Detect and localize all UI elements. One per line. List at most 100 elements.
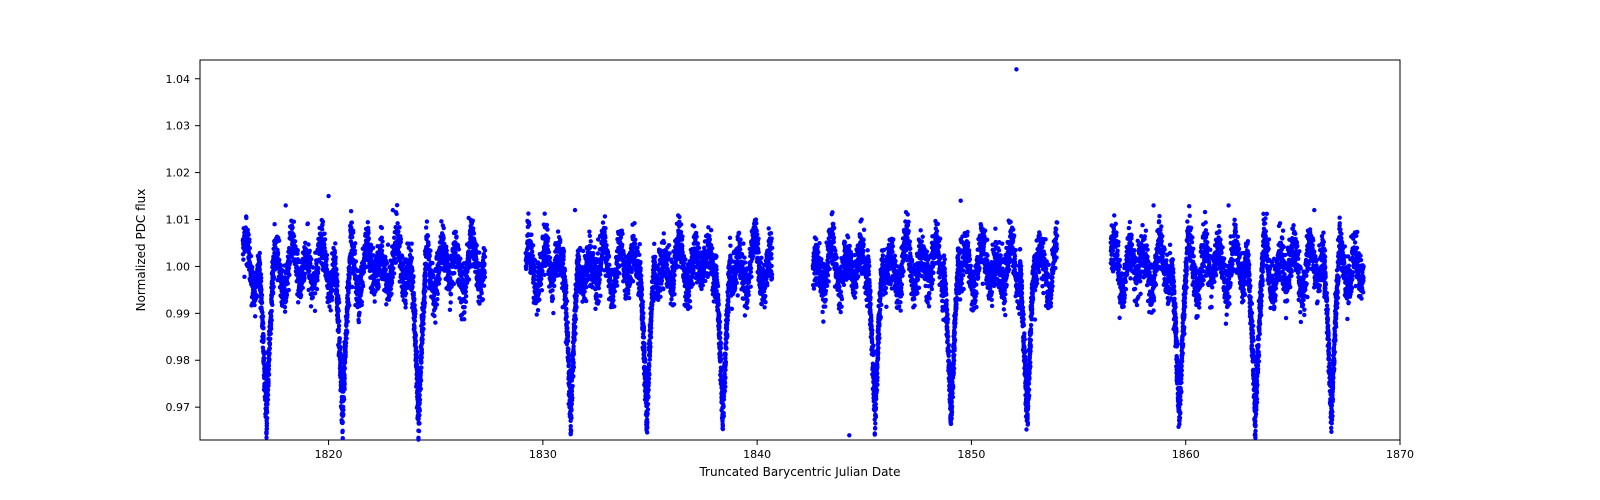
data-point: [412, 324, 416, 328]
x-tick-label: 1830: [529, 448, 557, 461]
data-point: [253, 314, 257, 318]
data-point: [444, 245, 448, 249]
y-tick-label: 0.98: [166, 354, 191, 367]
data-point: [380, 239, 384, 243]
data-point: [531, 243, 535, 247]
data-point: [345, 313, 349, 317]
data-point: [442, 226, 446, 230]
data-point: [395, 203, 399, 207]
data-point: [427, 254, 431, 258]
data-point: [598, 272, 602, 276]
data-point: [604, 243, 608, 247]
data-point: [396, 229, 400, 233]
data-point: [409, 265, 413, 269]
data-point: [343, 357, 347, 361]
data-point: [373, 299, 377, 303]
data-point: [338, 363, 342, 367]
data-point: [481, 297, 485, 301]
data-point: [271, 276, 275, 280]
data-point: [452, 271, 456, 275]
data-point: [416, 404, 420, 408]
data-point: [309, 257, 313, 261]
data-point: [371, 246, 375, 250]
data-point: [556, 229, 560, 233]
data-point: [669, 297, 673, 301]
data-point: [742, 255, 746, 259]
data-point: [347, 276, 351, 280]
data-point: [419, 338, 423, 342]
data-point: [341, 420, 345, 424]
data-point: [539, 277, 543, 281]
data-point: [265, 426, 269, 430]
data-point: [603, 214, 607, 218]
data-point: [306, 221, 310, 225]
y-axis-ticks: 0.970.980.991.001.011.021.031.04: [166, 73, 201, 414]
data-point: [347, 286, 351, 290]
data-point: [345, 309, 349, 313]
data-point: [333, 256, 337, 260]
data-point: [380, 226, 384, 230]
data-point: [532, 273, 536, 277]
data-point: [392, 236, 396, 240]
data-point: [589, 239, 593, 243]
data-point: [536, 308, 540, 312]
data-point: [241, 257, 245, 261]
data-point: [340, 429, 344, 433]
data-point: [735, 281, 739, 285]
data-point: [694, 234, 698, 238]
data-point: [259, 292, 263, 296]
data-point: [351, 230, 355, 234]
data-point: [672, 273, 676, 277]
data-point: [418, 365, 422, 369]
data-point: [471, 218, 475, 222]
data-point: [542, 273, 546, 277]
data-point: [546, 236, 550, 240]
data-point: [316, 266, 320, 270]
data-point: [384, 268, 388, 272]
data-point: [265, 408, 269, 412]
data-point: [283, 305, 287, 309]
data-point: [420, 329, 424, 333]
data-point: [270, 299, 274, 303]
data-point: [338, 373, 342, 377]
data-point: [597, 277, 601, 281]
data-point: [320, 227, 324, 231]
data-point: [250, 265, 254, 269]
data-point: [248, 246, 252, 250]
x-axis-label: Truncated Barycentric Julian Date: [698, 465, 900, 479]
data-point: [416, 437, 420, 441]
data-point: [308, 249, 312, 253]
data-point: [333, 241, 337, 245]
data-point: [264, 432, 268, 436]
data-point: [607, 255, 611, 259]
data-point: [421, 312, 425, 316]
data-point: [737, 231, 741, 235]
data-point: [430, 261, 434, 265]
data-point: [526, 211, 530, 215]
data-point: [462, 317, 466, 321]
data-point: [391, 266, 395, 270]
data-point: [464, 285, 468, 289]
data-point: [315, 287, 319, 291]
data-point: [340, 397, 344, 401]
data-point: [349, 209, 353, 213]
data-point: [588, 234, 592, 238]
data-point: [296, 300, 300, 304]
data-point: [620, 243, 624, 247]
y-tick-label: 1.00: [166, 260, 191, 273]
data-point: [683, 257, 687, 261]
data-point: [353, 249, 357, 253]
data-point: [341, 436, 345, 440]
data-point: [680, 234, 684, 238]
data-point: [613, 289, 617, 293]
data-point: [394, 212, 398, 216]
data-point: [334, 281, 338, 285]
y-tick-label: 0.99: [166, 307, 191, 320]
data-point: [672, 292, 676, 296]
data-point: [264, 415, 268, 419]
data-point: [611, 298, 615, 302]
data-point: [419, 360, 423, 364]
data-point: [417, 421, 421, 425]
data-point: [262, 356, 266, 360]
data-point: [482, 284, 486, 288]
